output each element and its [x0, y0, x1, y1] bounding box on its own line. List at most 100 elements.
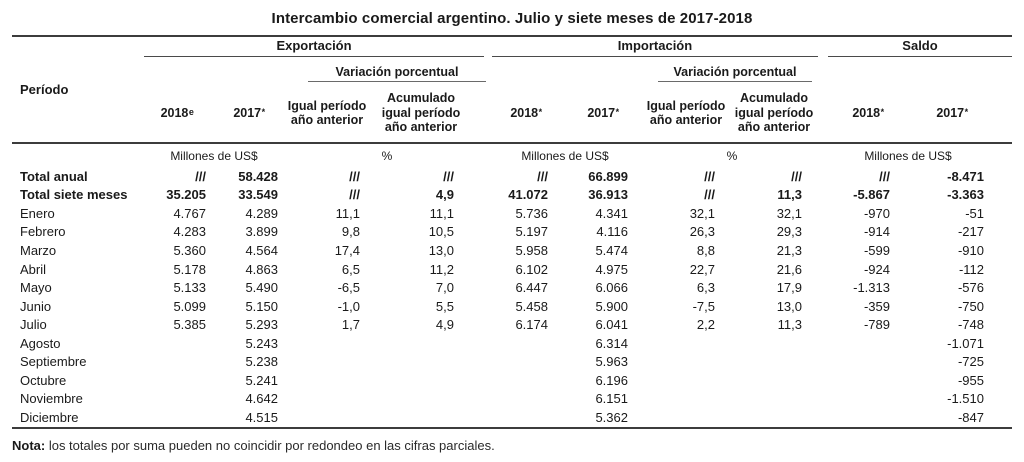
- superscript-e: e: [188, 106, 194, 117]
- data-cell: [286, 334, 368, 353]
- column-header-imp-acumulado: Acumulado igual período año anterior: [730, 84, 822, 142]
- data-cell: 2,2: [696, 317, 715, 333]
- data-cell: 6.314: [595, 335, 628, 351]
- data-cell: -914: [863, 224, 890, 240]
- year-label: 2018: [852, 105, 881, 120]
- data-cell: 6,3: [696, 280, 715, 296]
- data-cell: 5.133: [173, 280, 206, 296]
- data-cell: 6.196: [595, 372, 628, 388]
- unit-label-millones-saldo: Millones de US$: [864, 149, 952, 163]
- data-cell: 5.958: [515, 242, 548, 258]
- period-row-label: Octubre: [20, 372, 67, 388]
- data-cell: [642, 408, 730, 427]
- data-cell: -6,5: [337, 280, 360, 296]
- data-cell: 5.197: [515, 224, 548, 240]
- data-cell: [142, 334, 212, 353]
- data-cell: 4.283: [173, 224, 206, 240]
- data-cell: [488, 371, 564, 390]
- data-cell: [730, 371, 822, 390]
- data-cell: 36.913: [588, 187, 628, 203]
- period-row-label: Abril: [20, 261, 47, 277]
- data-cell: 5.150: [245, 298, 278, 314]
- data-cell: -7,5: [692, 298, 715, 314]
- period-row-label: Septiembre: [20, 354, 87, 370]
- data-cell: 9,8: [341, 224, 360, 240]
- year-label: 2017: [936, 105, 965, 120]
- data-cell: 11,2: [429, 261, 454, 277]
- data-cell: [822, 334, 914, 353]
- column-header-imp-igual-periodo: Igual período año anterior: [642, 84, 730, 142]
- year-label: 2017: [233, 105, 262, 120]
- period-row-label: Agosto: [20, 335, 61, 351]
- data-cell: ///: [879, 168, 890, 184]
- data-cell: 11,3: [777, 187, 802, 203]
- data-cell: 7,0: [435, 280, 454, 296]
- superscript-asterisk: *: [261, 106, 266, 117]
- data-cell: -359: [863, 298, 890, 314]
- data-cell: 11,3: [777, 317, 802, 333]
- data-cell: ///: [704, 187, 715, 203]
- data-cell: ///: [791, 168, 802, 184]
- data-cell: [642, 371, 730, 390]
- data-cell: 5.293: [245, 317, 278, 333]
- period-row-label: Total siete meses: [20, 187, 128, 203]
- data-cell: 22,7: [689, 261, 715, 277]
- data-cell: [730, 334, 822, 353]
- data-cell: 17,9: [776, 280, 802, 296]
- header-text: Acumulado igual período año anterior: [381, 91, 461, 135]
- data-cell: [642, 390, 730, 409]
- data-cell: [142, 408, 212, 427]
- data-cell: ///: [537, 168, 548, 184]
- subgroup-header-variacion-importacion: Variación porcentual: [658, 61, 812, 82]
- data-cell: 5.736: [515, 205, 548, 221]
- data-cell: -576: [957, 280, 984, 296]
- superscript-asterisk: *: [615, 106, 620, 117]
- year-label: 2017: [587, 105, 616, 120]
- data-cell: [488, 352, 564, 371]
- data-cell: 11,1: [429, 205, 454, 221]
- data-cell: -955: [957, 372, 984, 388]
- data-cell: [488, 334, 564, 353]
- data-cell: [368, 371, 488, 390]
- data-cell: [730, 408, 822, 427]
- data-cell: -924: [863, 261, 890, 277]
- data-cell: 8,8: [696, 242, 715, 258]
- superscript-asterisk: *: [538, 106, 543, 117]
- data-cell: 32,1: [689, 205, 715, 221]
- data-cell: -51: [965, 205, 984, 221]
- data-cell: [368, 334, 488, 353]
- data-cell: [286, 408, 368, 427]
- data-cell: 4.863: [245, 261, 278, 277]
- data-cell: [822, 352, 914, 371]
- subgroup-header-variacion-exportacion: Variación porcentual: [308, 61, 486, 82]
- period-row-label: Febrero: [20, 224, 66, 240]
- data-cell: 5.385: [173, 317, 206, 333]
- data-cell: 6.066: [595, 280, 628, 296]
- unit-label-millones-exportacion: Millones de US$: [170, 149, 258, 163]
- data-cell: 4.289: [245, 205, 278, 221]
- data-cell: 58.428: [238, 168, 278, 184]
- data-cell: 21,6: [776, 261, 802, 277]
- superscript-asterisk: *: [880, 106, 885, 117]
- data-cell: 6.447: [515, 280, 548, 296]
- data-cell: 13,0: [428, 242, 454, 258]
- data-cell: 5,5: [435, 298, 454, 314]
- header-text: Acumulado igual período año anterior: [734, 91, 814, 135]
- data-cell: -1.313: [853, 280, 890, 296]
- data-cell: 26,3: [689, 224, 715, 240]
- data-cell: -1.071: [947, 335, 984, 351]
- data-cell: [142, 352, 212, 371]
- data-cell: ///: [443, 168, 454, 184]
- data-cell: ///: [349, 187, 360, 203]
- period-row-label: Mayo: [20, 280, 52, 296]
- group-header-importacion: Importación: [492, 37, 818, 57]
- data-cell: -5.867: [853, 187, 890, 203]
- page-title: Intercambio comercial argentino. Julio y…: [271, 10, 753, 27]
- header-text: Igual período año anterior: [646, 98, 726, 127]
- data-cell: 66.899: [588, 168, 628, 184]
- superscript-asterisk: *: [964, 106, 969, 117]
- data-cell: 41.072: [508, 187, 548, 203]
- data-cell: 5.963: [595, 354, 628, 370]
- data-cell: 5.241: [245, 372, 278, 388]
- data-cell: 29,3: [776, 224, 802, 240]
